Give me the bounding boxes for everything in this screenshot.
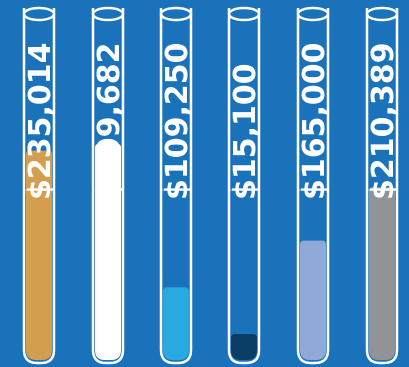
tube-group-5: $165,000: [297, 8, 332, 363]
tube-group-6: $210,389: [366, 8, 401, 363]
tube-fill-3: [163, 287, 189, 360]
tube-group-2: $309,682: [92, 8, 127, 363]
tube-value-label-3: $109,250: [160, 42, 195, 200]
tube-value-label-6: $210,389: [366, 42, 401, 200]
tube-fill-4: [231, 334, 257, 360]
tube-group-1: $235,014: [23, 8, 58, 363]
tube-fill-5: [300, 241, 326, 360]
tube-value-label-4: $15,100: [228, 63, 263, 200]
tube-rim-3: [161, 8, 191, 20]
tube-value-label-2: $309,682: [92, 42, 127, 200]
tube-group-4: $15,100: [228, 8, 263, 363]
tube-value-label-5: $165,000: [297, 42, 332, 200]
tube-rim-6: [367, 8, 397, 20]
tube-value-label-1: $235,014: [23, 42, 58, 200]
tube-rim-4: [229, 8, 259, 20]
tube-rim-5: [298, 8, 328, 20]
tube-group-3: $109,250: [160, 8, 195, 363]
tube-fill-6: [369, 187, 395, 360]
tube-rim-2: [93, 8, 123, 20]
tube-rim-1: [24, 8, 54, 20]
